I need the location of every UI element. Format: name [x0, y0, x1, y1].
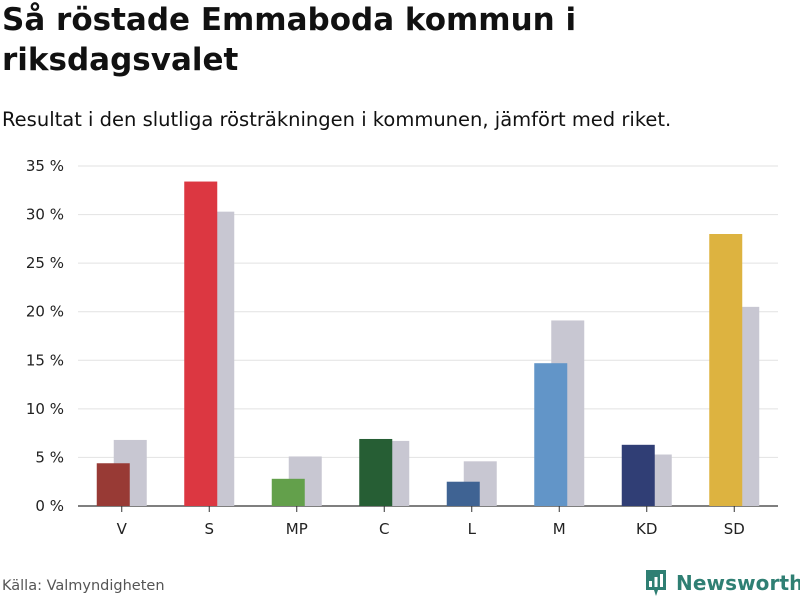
- x-tick-label: S: [204, 520, 214, 538]
- source-note: Källa: Valmyndigheten: [2, 578, 165, 594]
- y-tick-label: 20 %: [26, 303, 64, 321]
- bar-kommun-sd: [709, 234, 743, 506]
- y-tick-label: 30 %: [26, 206, 64, 224]
- chart-subtitle: Resultat i den slutliga rösträkningen i …: [2, 108, 672, 131]
- bar-kommun-l: [446, 481, 480, 506]
- bar-kommun-m: [534, 363, 568, 506]
- bars: [96, 181, 760, 507]
- y-tick-label: 25 %: [26, 254, 64, 272]
- x-tick-label: MP: [286, 520, 308, 538]
- y-axis-ticks: 0 % 5 % 10 % 15 % 20 % 25 % 30 % 35 %: [26, 157, 64, 515]
- bar-kommun-c: [359, 438, 393, 506]
- newsworthy-logo[interactable]: Newsworthy: [644, 568, 800, 598]
- chart-title: Så röstade Emmaboda kommun i riksdagsval…: [2, 2, 577, 78]
- x-tick-label: V: [117, 520, 128, 538]
- bar-kommun-s: [184, 181, 218, 507]
- x-tick-label: KD: [636, 520, 657, 538]
- y-tick-label: 0 %: [35, 497, 64, 515]
- bar-kommun-v: [96, 463, 130, 506]
- bar-chart: 0 % 5 % 10 % 15 % 20 % 25 % 30 % 35 % V S MP C L M KD…: [26, 157, 778, 538]
- y-tick-label: 10 %: [26, 400, 64, 418]
- bar-kommun-mp: [271, 478, 305, 506]
- y-tick-label: 5 %: [35, 448, 64, 466]
- bar-chart-icon: [646, 570, 666, 596]
- x-axis-ticks: V S MP C L M KD SD: [117, 506, 745, 538]
- x-tick-label: M: [553, 520, 566, 538]
- y-tick-label: 15 %: [26, 351, 64, 369]
- x-tick-label: L: [468, 520, 477, 538]
- x-tick-label: C: [379, 520, 389, 538]
- x-tick-label: SD: [724, 520, 745, 538]
- grid-lines: [78, 165, 778, 507]
- y-tick-label: 35 %: [26, 157, 64, 175]
- logo-text: Newsworthy: [676, 571, 800, 595]
- bar-kommun-kd: [621, 444, 655, 506]
